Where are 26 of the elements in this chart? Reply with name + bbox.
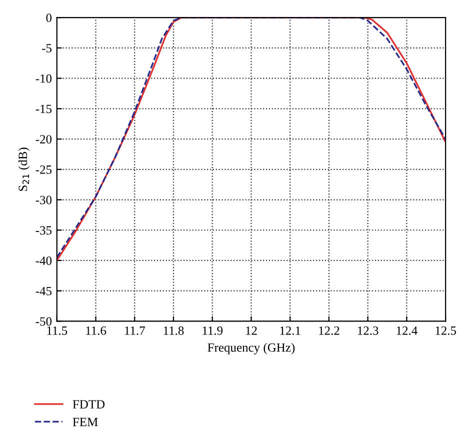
y-tick-label: -15	[36, 104, 52, 114]
y-tick-label: -35	[36, 226, 52, 235]
x-tick-label: 12	[246, 326, 257, 335]
y-tick-label: -30	[36, 196, 52, 204]
x-axis-title: Frequency (GHz)	[208, 342, 295, 354]
x-tick-label: 11.8	[164, 326, 184, 335]
legend-label: FDTD	[72, 400, 105, 408]
x-tick-label: 12.1	[280, 326, 300, 335]
x-tick-label: 11.9	[202, 326, 223, 335]
y-tick-label: -20	[36, 135, 52, 144]
y-tick-label: -25	[36, 165, 52, 174]
y-axis-title: S$_{21}$ (dB)	[18, 148, 30, 191]
y-tick-label: -45	[36, 286, 52, 296]
legend-label: FEM	[72, 418, 98, 426]
y-tick-label: 0	[46, 14, 52, 22]
y-tick-label: -5	[42, 44, 52, 52]
y-tick-label: -50	[36, 317, 52, 326]
x-tick-label: 12.3	[358, 326, 378, 335]
y-tick-label: -10	[36, 74, 52, 83]
x-tick-label: 12.2	[319, 326, 340, 335]
x-tick-label: 11.6	[86, 326, 106, 335]
x-tick-label: 12.5	[436, 326, 456, 335]
x-tick-label: 12.4	[396, 326, 418, 335]
x-tick-label: 11.5	[47, 326, 68, 335]
x-tick-label: 11.7	[125, 326, 145, 335]
y-tick-label: -40	[36, 256, 52, 265]
